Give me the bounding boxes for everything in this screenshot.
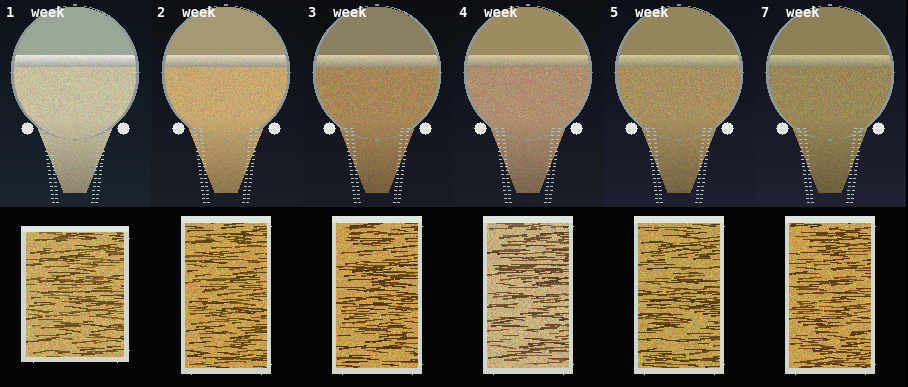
Text: 1  week: 1 week — [6, 6, 64, 20]
Text: 7  week: 7 week — [761, 6, 820, 20]
Text: 3  week: 3 week — [308, 6, 367, 20]
Text: 4  week: 4 week — [459, 6, 518, 20]
Text: 5  week: 5 week — [610, 6, 668, 20]
Text: 2  week: 2 week — [157, 6, 215, 20]
